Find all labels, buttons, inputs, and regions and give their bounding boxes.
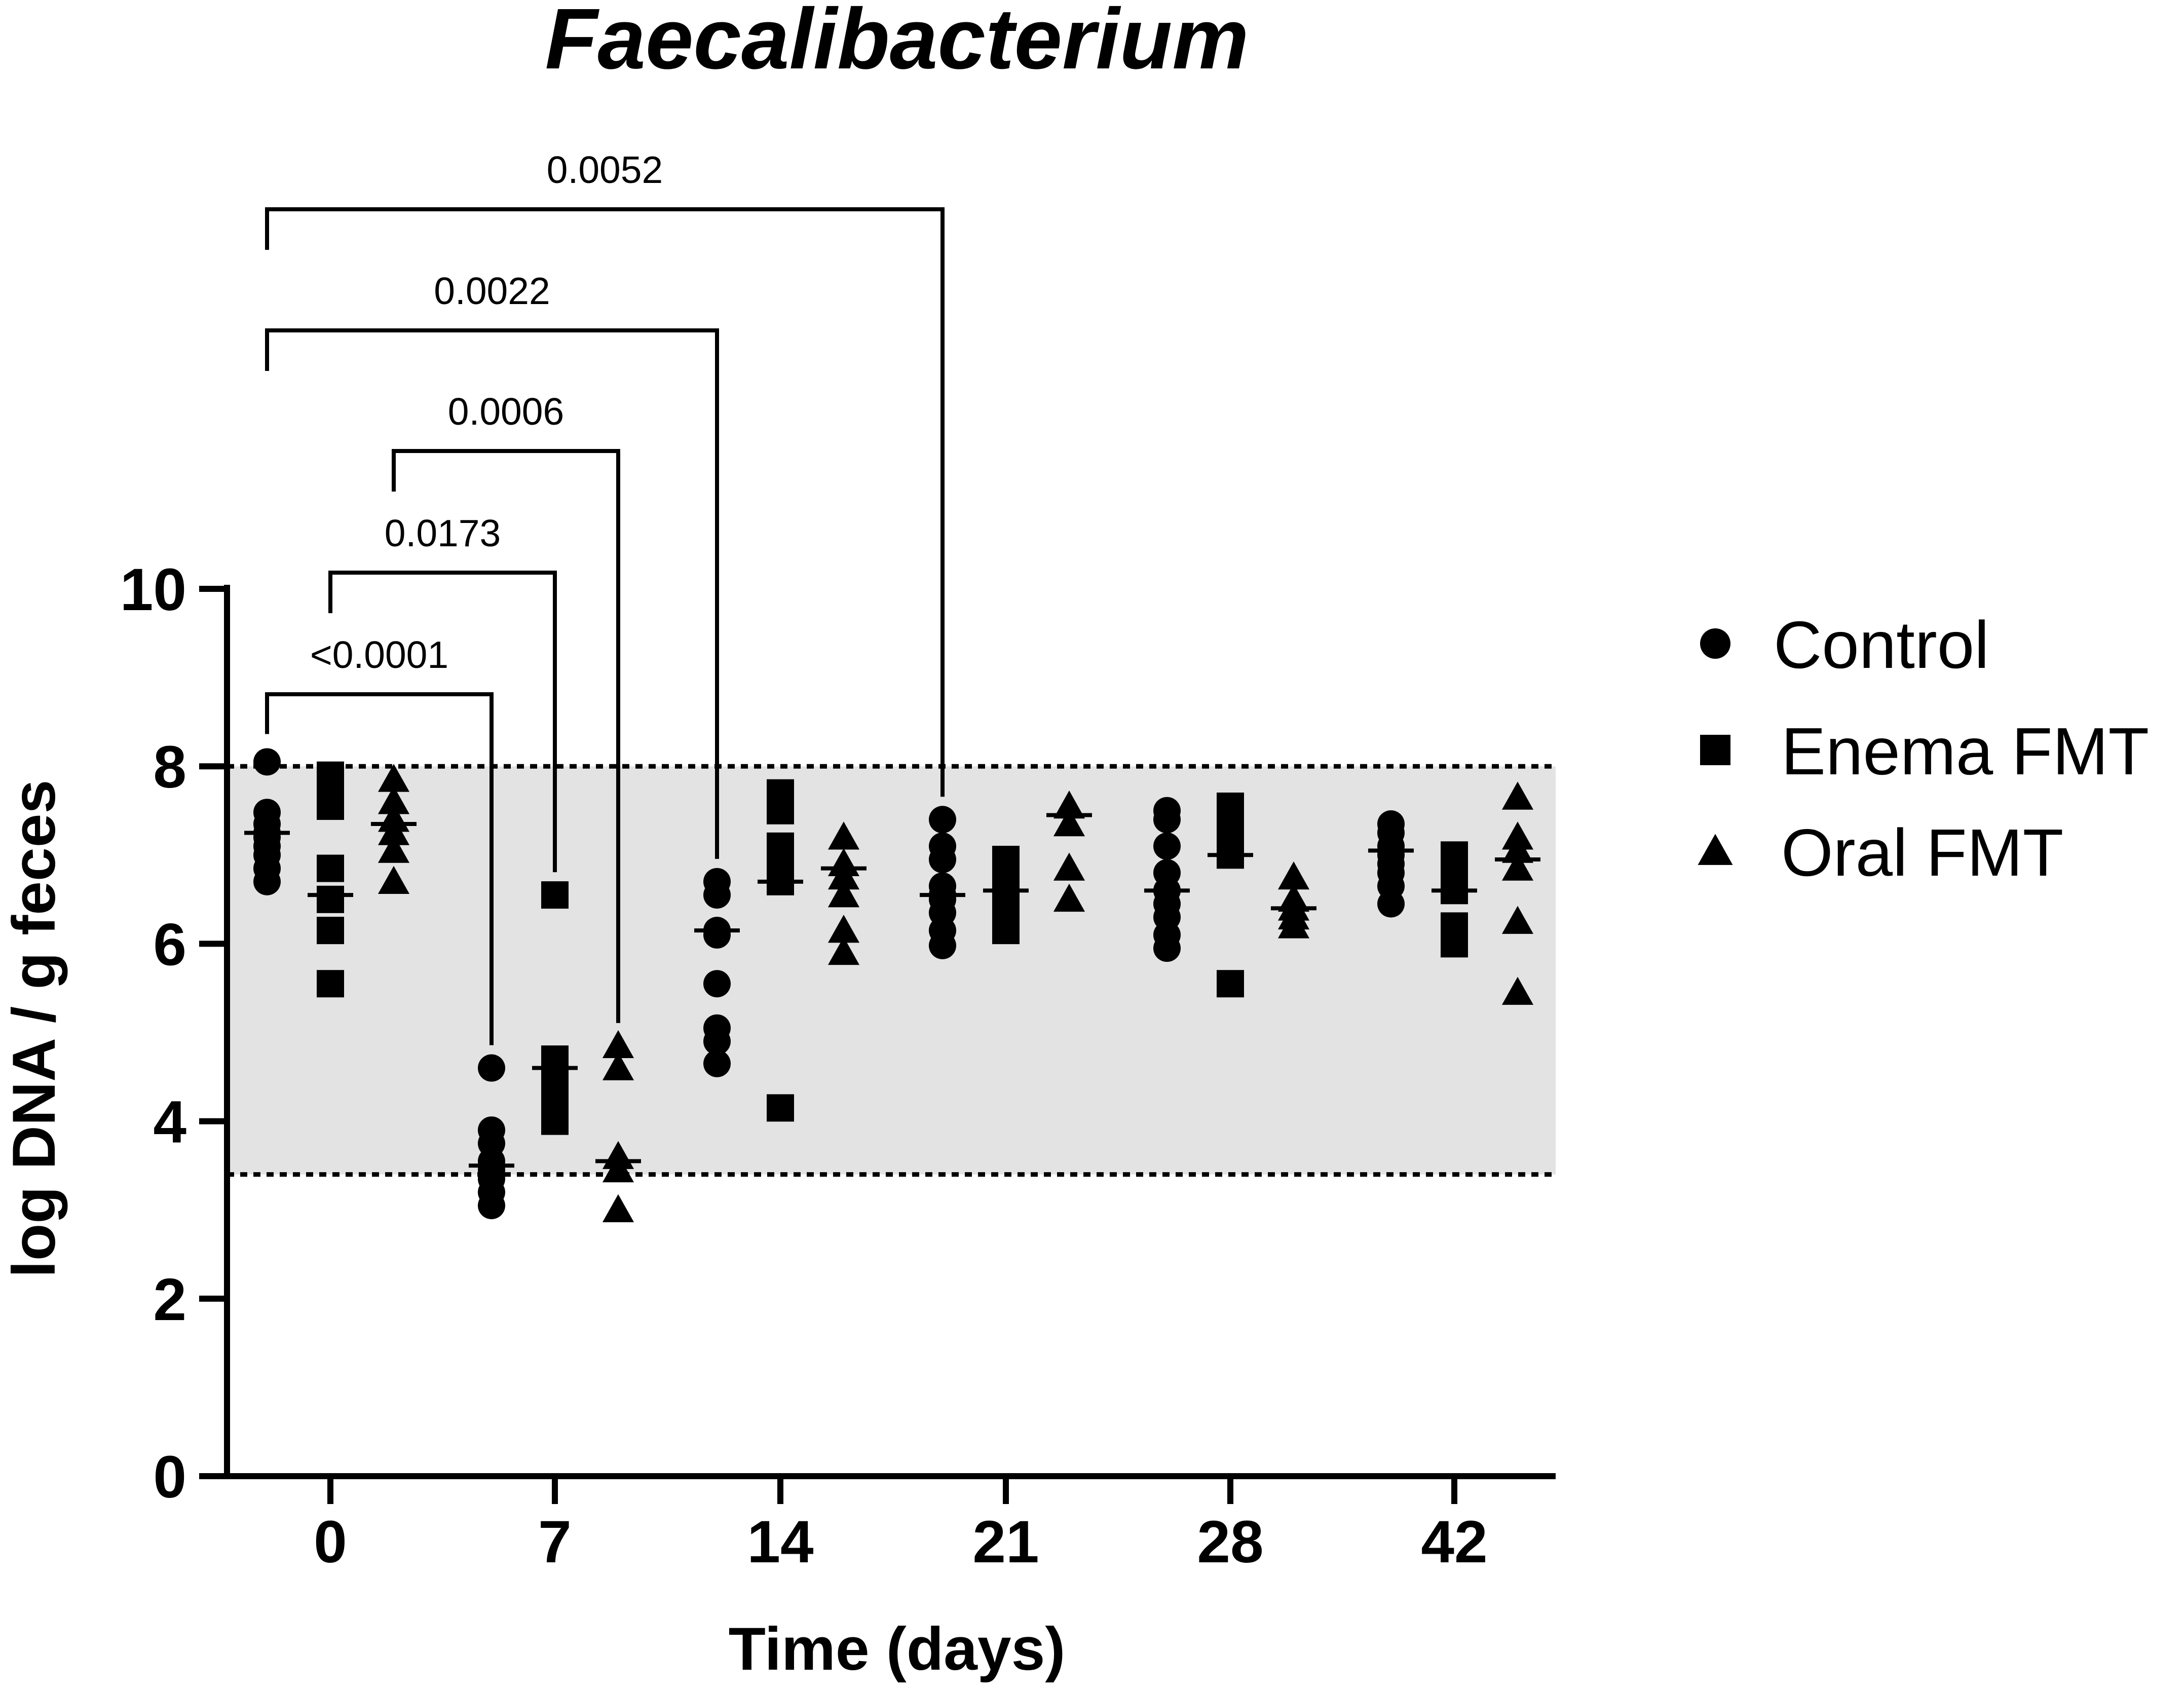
data-point-circle (703, 921, 731, 949)
data-point-circle (1153, 832, 1181, 860)
data-point-triangle (602, 1194, 634, 1222)
significance-bracket (265, 328, 719, 859)
reference-range-band (230, 766, 1556, 1175)
data-point-triangle (827, 879, 860, 908)
x-tick-label: 28 (1197, 1509, 1263, 1575)
y-tick-label: 6 (153, 911, 186, 978)
x-tick-label: 21 (972, 1509, 1039, 1575)
y-axis-label: log DNA / g feces (0, 780, 68, 1278)
data-point-circle (929, 806, 956, 834)
data-point-circle (1377, 890, 1405, 918)
data-point-circle (253, 868, 281, 895)
data-point-square (767, 797, 794, 824)
data-point-triangle (827, 915, 860, 943)
data-point-triangle (1277, 910, 1310, 939)
data-point-triangle (827, 936, 860, 965)
p-value-label: 0.0022 (434, 270, 550, 312)
p-value-label: 0.0006 (448, 390, 564, 433)
data-point-square (1441, 930, 1468, 958)
y-tick-label: 10 (120, 556, 186, 623)
p-value-label: 0.0052 (547, 148, 663, 191)
data-point-square (1217, 970, 1244, 998)
y-tick-label: 2 (153, 1266, 186, 1333)
data-point-triangle (602, 1030, 634, 1058)
data-point-triangle (1053, 790, 1085, 819)
data-point-square (992, 917, 1020, 945)
data-point-square (767, 1094, 794, 1122)
legend-marker-square (1700, 735, 1730, 765)
legend-label: Control (1774, 608, 1989, 682)
data-point-circle (929, 931, 956, 959)
y-tick-label: 0 (153, 1444, 186, 1511)
data-point-triangle (1277, 861, 1310, 890)
data-point-triangle (1501, 835, 1534, 863)
data-point-square (541, 1107, 569, 1135)
legend-marker-circle (1700, 628, 1730, 659)
data-point-circle (478, 1054, 505, 1082)
data-point-triangle (378, 866, 410, 894)
data-point-triangle (1501, 781, 1534, 810)
data-point-triangle (1501, 977, 1534, 1005)
data-point-circle (929, 846, 956, 874)
data-point-circle (253, 748, 281, 776)
p-value-label: <0.0001 (310, 633, 448, 676)
data-point-triangle (1501, 852, 1534, 881)
data-points (244, 748, 1540, 1222)
axes: 0 2 4 6 8 10 0 7 14 21 28 42 (120, 556, 1556, 1575)
data-point-square (317, 854, 344, 882)
data-point-circle (703, 970, 731, 998)
data-point-triangle (378, 817, 410, 845)
legend-label: Oral FMT (1781, 815, 2063, 890)
data-point-triangle (1501, 906, 1534, 934)
x-tick-label: 14 (747, 1509, 813, 1575)
x-axis-label: Time (days) (729, 1615, 1066, 1683)
data-point-circle (703, 881, 731, 909)
data-point-triangle (827, 821, 860, 850)
data-point-square (317, 792, 344, 820)
significance-bracket (265, 692, 494, 1045)
legend-marker-triangle (1698, 834, 1733, 865)
significance-bracket (328, 571, 557, 873)
legend: Control Enema FMT Oral FMT (1698, 608, 2149, 890)
significance-bracket (392, 449, 620, 1023)
reference-band-layer (227, 764, 1556, 1177)
data-point-circle (478, 1191, 505, 1219)
y-tick-label: 8 (153, 734, 186, 801)
y-tick-label: 4 (153, 1089, 186, 1156)
data-point-square (541, 881, 569, 909)
data-point-square (317, 970, 344, 998)
data-point-circle (1153, 806, 1181, 834)
chart-title: Faecalibacterium (545, 0, 1249, 87)
data-point-square (317, 885, 344, 913)
data-point-triangle (378, 835, 410, 863)
data-point-triangle (378, 786, 410, 814)
data-point-triangle (602, 1052, 634, 1080)
x-tick-label: 42 (1421, 1509, 1487, 1575)
data-point-triangle (1053, 883, 1085, 912)
data-point-square (317, 917, 344, 945)
data-point-circle (703, 1028, 731, 1056)
significance-brackets: <0.0001 0.0173 0.0006 0.0022 0.0052 (265, 148, 945, 1045)
legend-label: Enema FMT (1781, 714, 2149, 789)
data-point-triangle (1053, 852, 1085, 881)
significance-bracket (265, 207, 945, 797)
x-tick-label: 7 (538, 1509, 572, 1575)
data-point-triangle (1053, 808, 1085, 837)
x-tick-label: 0 (314, 1509, 347, 1575)
p-value-label: 0.0173 (385, 512, 501, 554)
data-point-triangle (602, 1154, 634, 1183)
data-point-triangle (378, 764, 410, 792)
data-point-circle (703, 1049, 731, 1077)
data-point-circle (1153, 934, 1181, 962)
data-point-triangle (827, 861, 860, 890)
